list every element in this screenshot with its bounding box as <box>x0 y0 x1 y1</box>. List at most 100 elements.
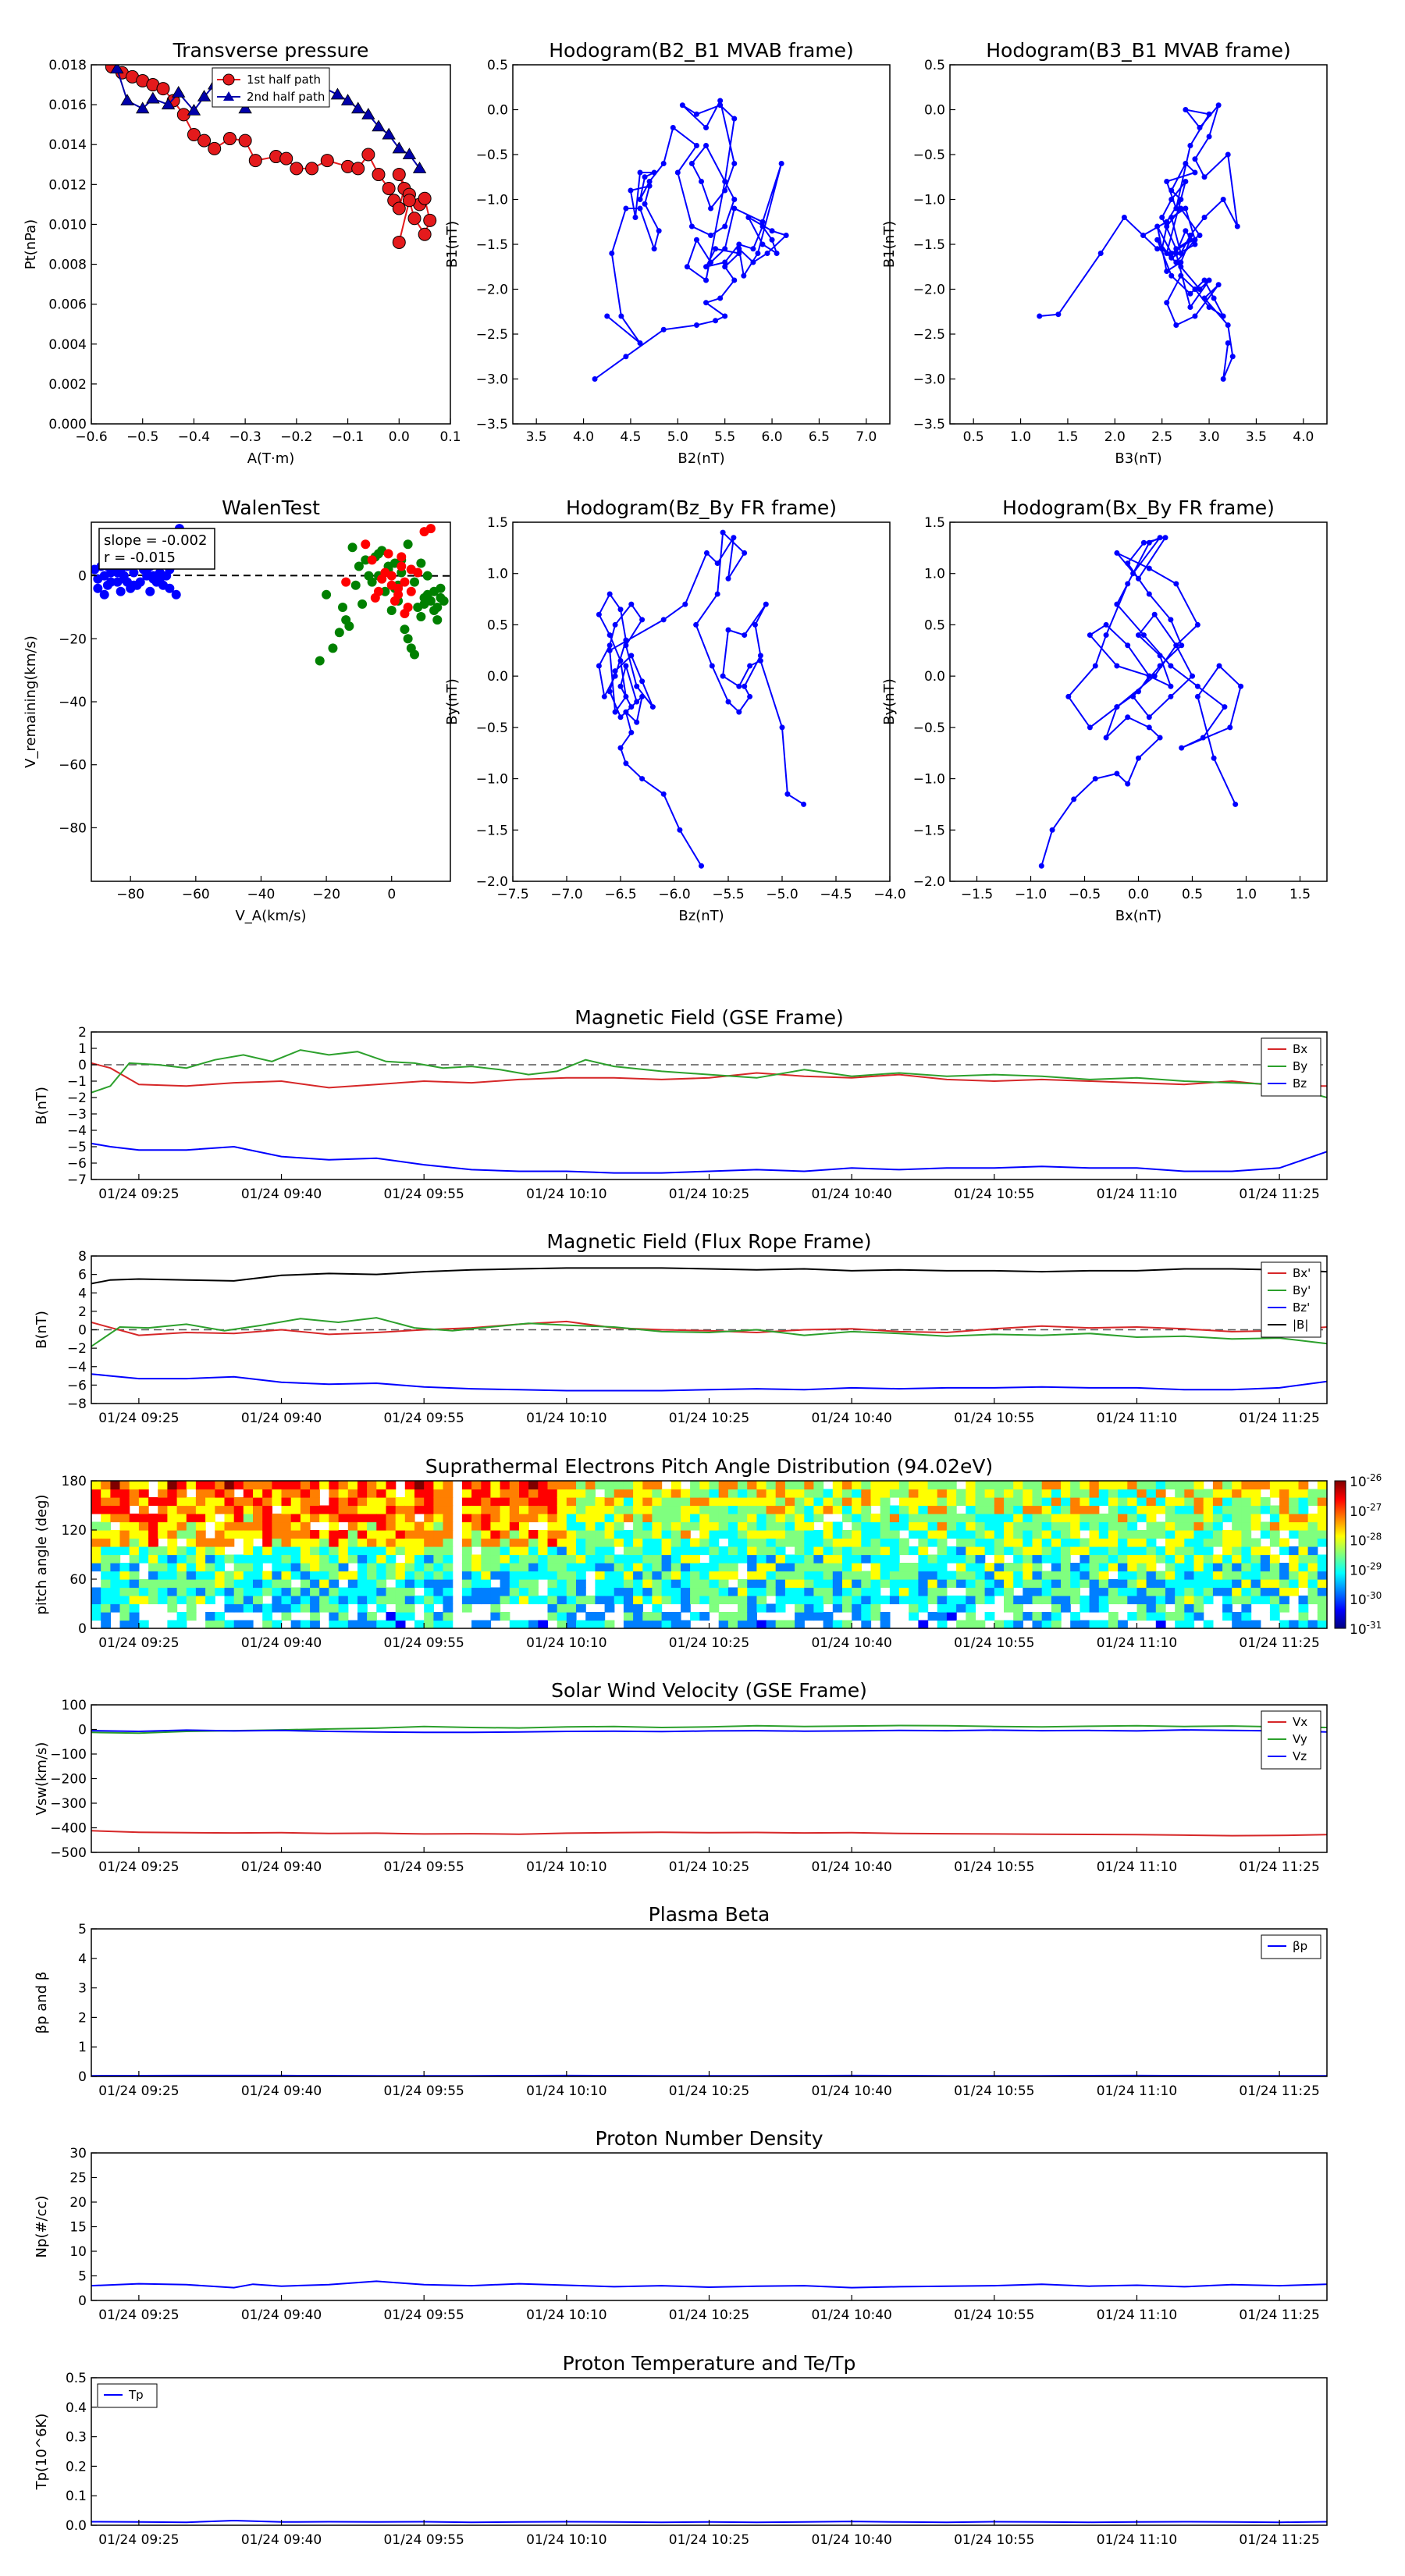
pad-cell <box>357 1563 368 1572</box>
pad-cell <box>576 1514 586 1523</box>
h1-point <box>717 98 724 104</box>
pad-cell <box>880 1497 891 1507</box>
h4-xtick-label: −1.0 <box>1015 887 1047 902</box>
pad-cell <box>870 1563 881 1572</box>
h4-point <box>1114 550 1120 556</box>
tp-point <box>120 94 134 106</box>
pad-cell <box>1023 1587 1033 1596</box>
pad-cell <box>623 1596 634 1605</box>
pad-cell <box>652 1481 663 1490</box>
pad-cell <box>1279 1514 1289 1523</box>
panel-h3: Hodogram(Bz_By FR frame)−7.5 −7.0 −6.5 −6.0… <box>444 496 906 924</box>
pad-cell <box>1013 1546 1023 1556</box>
pad-cell <box>956 1563 966 1572</box>
pad-cell <box>1136 1530 1147 1539</box>
pad-cell <box>1041 1596 1052 1605</box>
pad-cell <box>1269 1579 1280 1589</box>
pad-cell <box>1041 1620 1052 1628</box>
pad-cell <box>1032 1505 1043 1514</box>
vsw-xtick-label: 01/24 09:25 <box>98 1859 179 1875</box>
h2-point <box>1192 241 1198 247</box>
pad-cell <box>433 1489 444 1498</box>
pad-cell <box>1098 1521 1109 1531</box>
pad-cell <box>1155 1481 1166 1490</box>
pad-cell <box>614 1530 624 1539</box>
pad-cell <box>604 1530 615 1539</box>
pad-cell <box>766 1546 777 1556</box>
pad-cell <box>1269 1514 1280 1523</box>
pad-cell <box>481 1489 492 1498</box>
tp-point <box>392 201 406 215</box>
wt-point <box>393 583 404 593</box>
wt-point <box>347 543 357 553</box>
pad-cell <box>1307 1579 1318 1589</box>
pad-cell <box>946 1514 957 1523</box>
pad-cell <box>547 1497 558 1507</box>
pad-cell <box>775 1521 786 1531</box>
h3-point <box>731 535 737 541</box>
bgse-series-Bz <box>91 1142 1327 1174</box>
pad-cell <box>433 1612 444 1621</box>
pad-cell <box>538 1554 549 1564</box>
pad-cell <box>357 1521 368 1531</box>
pad-cell <box>357 1538 368 1547</box>
pad-cell <box>205 1505 215 1514</box>
pad-cell <box>566 1571 577 1580</box>
pad-cell <box>281 1530 292 1539</box>
pad-cell <box>272 1497 283 1507</box>
pad-cell <box>347 1579 358 1589</box>
pad-cell <box>538 1505 549 1514</box>
pad-cell <box>1241 1571 1252 1580</box>
pad-cell <box>784 1497 795 1507</box>
tp-point <box>351 162 365 176</box>
pad-cell <box>994 1481 1005 1490</box>
pad-cell <box>1089 1620 1100 1628</box>
tp-point <box>372 119 386 132</box>
pad-cell <box>1289 1489 1300 1498</box>
pad-cell <box>1023 1481 1033 1490</box>
pad-cell <box>519 1554 529 1564</box>
h2-point <box>1173 259 1179 265</box>
pad-cell <box>1080 1554 1090 1564</box>
pad-cell <box>224 1596 235 1605</box>
pad-cell <box>119 1530 130 1539</box>
pad-cell <box>176 1489 187 1498</box>
pad-cell <box>243 1530 254 1539</box>
h2-ytick-label: −2.0 <box>913 283 945 298</box>
pad-cell <box>262 1505 272 1514</box>
pad-cell <box>1193 1530 1204 1539</box>
h1-point <box>713 246 719 252</box>
pad-cell <box>1089 1481 1100 1490</box>
pad-cell <box>1118 1530 1128 1539</box>
h3-xtick-label: −5.0 <box>766 887 798 902</box>
pad-cell <box>994 1489 1005 1498</box>
pad-cell <box>272 1481 283 1490</box>
pad-cell <box>699 1505 710 1514</box>
pad-cell <box>386 1554 397 1564</box>
pad-cell <box>1032 1530 1043 1539</box>
h4-point <box>1087 724 1093 731</box>
pad-cell <box>604 1571 615 1580</box>
pad-cell <box>642 1554 653 1564</box>
wt-point <box>350 580 361 590</box>
tp-point <box>208 141 222 155</box>
pad-cell <box>795 1563 805 1572</box>
pad-cell <box>138 1579 149 1589</box>
pad-cell <box>272 1521 283 1531</box>
h2-point <box>1225 322 1231 328</box>
panel-tp: Transverse pressure−0.6 −0.5 −0.4 −0.3 −0.2−… <box>23 39 461 467</box>
h1-point <box>693 322 699 328</box>
np-series-line <box>91 2280 1327 2289</box>
pad-cell <box>652 1554 663 1564</box>
pad-cell <box>1289 1481 1300 1490</box>
h3-point <box>747 663 753 669</box>
pad-cell <box>281 1481 292 1490</box>
h4-point <box>1114 663 1120 669</box>
pad-cell <box>1004 1546 1014 1556</box>
pad-cell <box>1298 1546 1309 1556</box>
pad-cell <box>889 1530 900 1539</box>
wt-point <box>425 524 436 534</box>
pad-cell <box>310 1481 320 1490</box>
wt-point <box>338 602 347 612</box>
pad-cell <box>101 1489 111 1498</box>
